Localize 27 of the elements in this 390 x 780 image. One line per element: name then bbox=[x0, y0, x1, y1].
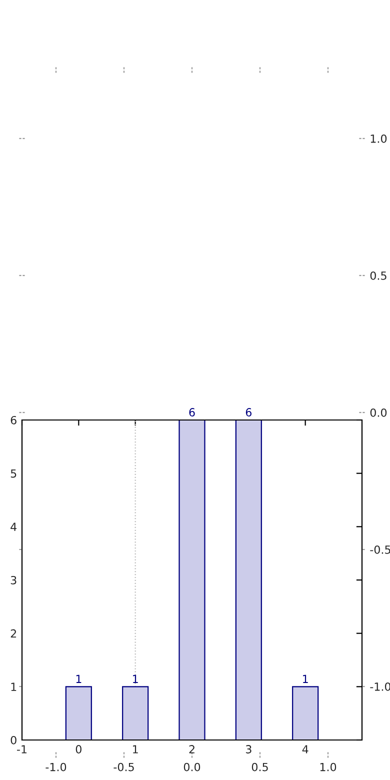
y-tick-label: 0.5 bbox=[370, 271, 386, 280]
x-tick-label: -1 bbox=[17, 745, 27, 754]
x-tick-label: 0.0 bbox=[184, 762, 200, 772]
x-tick-label: 0.5 bbox=[252, 762, 268, 772]
x-tick-label: 0 bbox=[76, 745, 82, 754]
x-tick-label: 1 bbox=[133, 745, 138, 754]
y-tick-label: 3 bbox=[10, 576, 16, 584]
y-tick-label: 1 bbox=[11, 682, 16, 691]
data-label: 1 bbox=[303, 674, 308, 683]
x-tick-label: -0.5 bbox=[114, 762, 134, 772]
y-tick-label: 5 bbox=[10, 469, 16, 478]
y-tick-label: 0.0 bbox=[370, 408, 387, 417]
x-tick-label: 4 bbox=[302, 745, 308, 754]
x-tick-label: 2 bbox=[189, 745, 194, 754]
data-label: 6 bbox=[189, 408, 195, 416]
data-label: 6 bbox=[246, 408, 252, 416]
x-tick-label: -1.0 bbox=[46, 762, 66, 772]
x-tick-label: 1.0 bbox=[320, 762, 336, 772]
y-tick-label: 1.0 bbox=[370, 134, 387, 143]
y-tick-label: -0.5 bbox=[370, 545, 390, 554]
y-tick-label: 0 bbox=[10, 736, 16, 744]
y-tick-label: 2 bbox=[10, 629, 16, 638]
x-tick-label: 3 bbox=[246, 745, 252, 754]
y-tick-label: 6 bbox=[10, 416, 16, 424]
y-tick-label: 4 bbox=[10, 522, 17, 531]
data-label: 1 bbox=[76, 674, 82, 683]
data-label: 1 bbox=[133, 674, 138, 683]
